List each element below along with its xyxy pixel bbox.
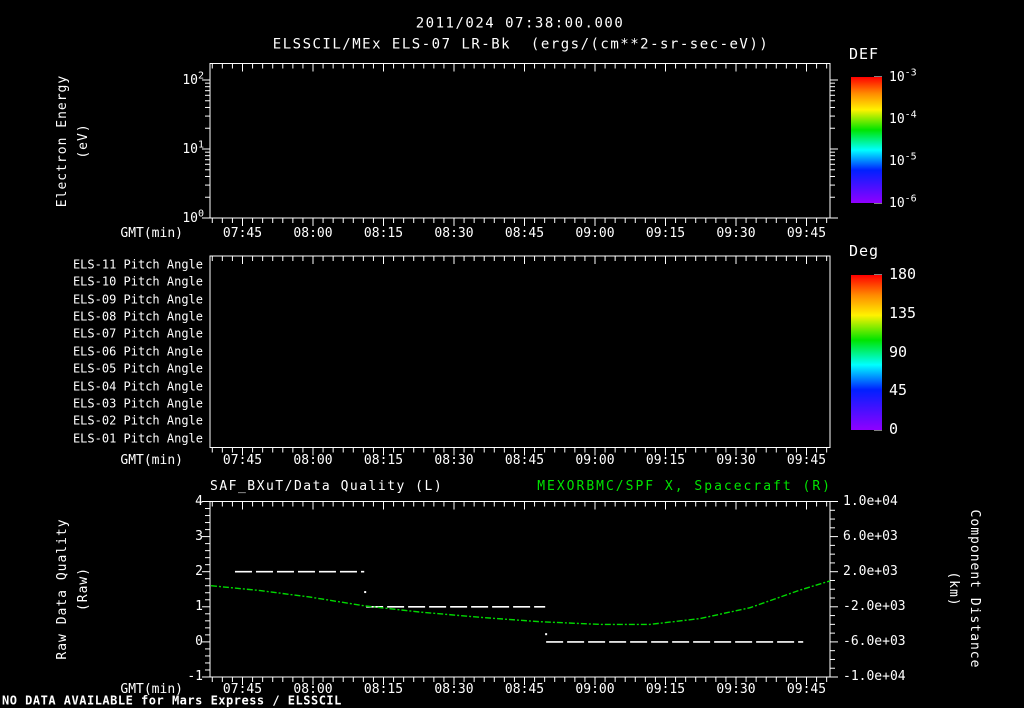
x-tick-label-middle: 08:30 bbox=[434, 453, 474, 469]
quality-transition-dot bbox=[545, 633, 548, 636]
x-tick-label-middle: 09:45 bbox=[786, 453, 827, 469]
pitch-row-label: ELS-11 Pitch Angle bbox=[72, 257, 203, 272]
distance-y-axis-title-line1: Component Distance bbox=[966, 509, 982, 669]
quality-panel-border bbox=[209, 501, 831, 678]
x-tick-label-bottom: 09:30 bbox=[716, 682, 756, 698]
def-colorbar bbox=[851, 77, 882, 203]
def-tick-label: 10-4 bbox=[889, 110, 917, 128]
distance-tick-label: -6.0e+03 bbox=[843, 634, 906, 650]
pitch-row-label: ELS-07 Pitch Angle bbox=[72, 327, 203, 342]
x-tick-label-middle: 09:15 bbox=[645, 453, 686, 469]
deg-colorbar bbox=[851, 275, 882, 430]
gmt-axis-label-top: GMT(min) bbox=[120, 225, 183, 241]
x-tick-label-top: 07:45 bbox=[222, 225, 263, 241]
pitch-row-label: ELS-05 Pitch Angle bbox=[72, 361, 203, 376]
distance-tick-label: -1.0e+04 bbox=[843, 669, 906, 685]
x-tick-label-top: 09:00 bbox=[575, 225, 615, 241]
pitch-row-label: ELS-10 Pitch Angle bbox=[72, 274, 203, 289]
pitch-row-label: ELS-01 Pitch Angle bbox=[72, 431, 203, 446]
spectrogram-y-axis-title-line2: (eV) bbox=[76, 123, 91, 159]
x-tick-label-middle: 09:00 bbox=[575, 453, 615, 469]
x-tick-label-middle: 08:15 bbox=[363, 453, 404, 469]
spectrogram-panel-border bbox=[209, 63, 831, 219]
energy-tick-label: 101 bbox=[182, 140, 204, 158]
pitch-angle-panel-border bbox=[209, 255, 831, 448]
x-tick-label-bottom: 08:30 bbox=[434, 682, 474, 698]
x-tick-label-middle: 08:00 bbox=[293, 453, 333, 469]
def-tick-label: 10-5 bbox=[889, 152, 917, 170]
axis-ticks bbox=[202, 63, 882, 685]
x-tick-label-top: 08:45 bbox=[504, 225, 545, 241]
quality-tick-label: 3 bbox=[195, 528, 203, 544]
deg-tick-label: 90 bbox=[889, 342, 908, 361]
quality-tick-label: -1 bbox=[187, 669, 203, 685]
distance-series-title: MEXORBMC/SPF X, Spacecraft (R) bbox=[537, 479, 832, 495]
gmt-axis-label-bottom: GMT(min) bbox=[120, 682, 183, 698]
distance-tick-label: 1.0e+04 bbox=[843, 493, 898, 509]
pitch-row-label: ELS-09 Pitch Angle bbox=[72, 292, 203, 307]
x-tick-label-bottom: 08:15 bbox=[363, 682, 404, 698]
x-tick-label-bottom: 08:00 bbox=[293, 682, 333, 698]
x-tick-label-bottom: 09:45 bbox=[786, 682, 827, 698]
x-tick-label-bottom: 09:00 bbox=[575, 682, 615, 698]
pitch-row-label: ELS-03 Pitch Angle bbox=[72, 396, 203, 411]
source-title: ELSSCIL/MEx ELS-07 LR-Bk (ergs/(cm**2-sr… bbox=[272, 36, 770, 53]
pitch-row-label: ELS-02 Pitch Angle bbox=[72, 414, 203, 429]
def-tick-label: 10-6 bbox=[889, 194, 917, 212]
x-tick-label-top: 08:15 bbox=[363, 225, 404, 241]
pitch-row-label: ELS-08 Pitch Angle bbox=[72, 309, 203, 324]
gmt-axis-label-middle: GMT(min) bbox=[120, 453, 183, 469]
def-tick-label: 10-3 bbox=[889, 68, 917, 86]
x-tick-label-top: 08:30 bbox=[434, 225, 474, 241]
energy-tick-label: 100 bbox=[182, 209, 204, 227]
data-quality-series bbox=[234, 570, 804, 643]
x-tick-label-top: 09:45 bbox=[786, 225, 827, 241]
status-text: NO DATA AVAILABLE for Mars Express / ELS… bbox=[2, 693, 342, 708]
quality-y-axis-title-line1: Raw Data Quality bbox=[55, 518, 71, 660]
deg-tick-label: 180 bbox=[889, 265, 917, 284]
deg-tick-label: 0 bbox=[889, 420, 899, 439]
quality-series-title: SAF_BXuT/Data Quality (L) bbox=[210, 479, 444, 495]
spectrogram-y-axis-title-line1: Electron Energy bbox=[55, 74, 71, 208]
x-tick-label-middle: 08:45 bbox=[504, 453, 545, 469]
pitch-row-label: ELS-06 Pitch Angle bbox=[72, 344, 203, 359]
distance-tick-label: 2.0e+03 bbox=[843, 563, 898, 579]
x-tick-label-middle: 09:30 bbox=[716, 453, 756, 469]
def-colorbar-title: DEF bbox=[849, 45, 880, 64]
energy-tick-label: 102 bbox=[182, 71, 204, 89]
x-tick-label-top: 09:15 bbox=[645, 225, 686, 241]
quality-tick-label: 4 bbox=[195, 493, 203, 509]
x-tick-label-bottom: 09:15 bbox=[645, 682, 686, 698]
x-tick-label-middle: 07:45 bbox=[222, 453, 263, 469]
quality-transition-dot bbox=[364, 591, 367, 594]
quality-tick-label: 2 bbox=[195, 563, 203, 579]
distance-tick-label: 6.0e+03 bbox=[843, 528, 898, 544]
x-tick-label-top: 08:00 bbox=[293, 225, 333, 241]
x-tick-label-bottom: 08:45 bbox=[504, 682, 545, 698]
quality-tick-label: 1 bbox=[195, 598, 203, 614]
deg-colorbar-title: Deg bbox=[849, 242, 880, 261]
pitch-row-label: ELS-04 Pitch Angle bbox=[72, 379, 203, 394]
quality-tick-label: 0 bbox=[195, 634, 203, 650]
x-tick-label-top: 09:30 bbox=[716, 225, 756, 241]
x-tick-label-bottom: 07:45 bbox=[222, 682, 263, 698]
timestamp-title: 2011/024 07:38:00.000 bbox=[415, 15, 625, 32]
spacecraft-distance-curve bbox=[210, 580, 831, 626]
deg-tick-label: 45 bbox=[889, 381, 908, 400]
deg-tick-label: 135 bbox=[889, 303, 917, 322]
distance-y-axis-title-line2: (km) bbox=[946, 571, 961, 607]
distance-tick-label: -2.0e+03 bbox=[843, 598, 906, 614]
quality-y-axis-title-line2: (Raw) bbox=[76, 566, 91, 612]
